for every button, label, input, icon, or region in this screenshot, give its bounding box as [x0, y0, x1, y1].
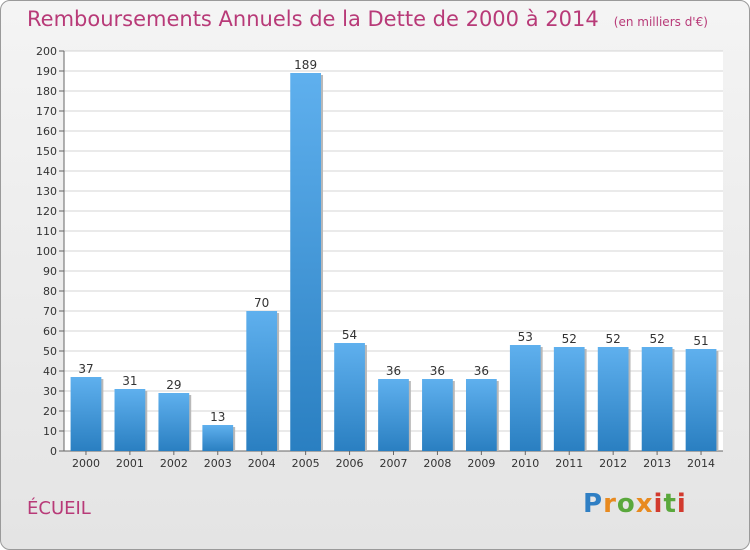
x-tick-label-2007: 2007: [380, 457, 408, 470]
data-label-2014: 51: [693, 334, 708, 348]
data-label-2002: 29: [166, 378, 181, 392]
bar-2004: [246, 311, 278, 451]
x-tick-label-2004: 2004: [248, 457, 276, 470]
data-label-2001: 31: [122, 374, 137, 388]
bar-2011: [553, 347, 585, 451]
x-tick-label-2011: 2011: [555, 457, 583, 470]
bar-2001: [114, 389, 146, 451]
commune-name: ÉCUEIL: [27, 498, 91, 519]
bar-2000: [70, 377, 102, 451]
y-tick-label: 160: [36, 125, 57, 138]
x-tick-label-2003: 2003: [204, 457, 232, 470]
bar-2014: [685, 349, 717, 451]
x-tick-label-2009: 2009: [467, 457, 495, 470]
data-label-2006: 54: [342, 328, 357, 342]
bar-2006: [334, 343, 365, 451]
x-tick-label-2012: 2012: [599, 457, 627, 470]
y-tick-label: 180: [36, 85, 57, 98]
y-tick-label: 80: [43, 285, 57, 298]
x-tick-label-2000: 2000: [72, 457, 100, 470]
proxiti-logo: Proxiti: [583, 489, 687, 519]
y-tick-label: 200: [36, 45, 57, 58]
y-tick-label: 20: [43, 405, 57, 418]
y-tick-label: 170: [36, 105, 57, 118]
y-tick-label: 90: [43, 265, 57, 278]
y-tick-label: 0: [50, 445, 57, 458]
x-tick-label-2001: 2001: [116, 457, 144, 470]
y-tick-label: 130: [36, 185, 57, 198]
bar-2008: [422, 379, 453, 451]
y-tick-label: 190: [36, 65, 57, 78]
data-label-2013: 52: [649, 332, 664, 346]
bar-2002: [158, 393, 190, 451]
x-tick-label-2002: 2002: [160, 457, 188, 470]
x-tick-label-2014: 2014: [687, 457, 715, 470]
data-label-2007: 36: [386, 364, 401, 378]
y-tick-label: 70: [43, 305, 57, 318]
x-tick-label-2005: 2005: [292, 457, 320, 470]
y-tick-label: 140: [36, 165, 57, 178]
bar-2005: [290, 73, 322, 451]
data-label-2004: 70: [254, 296, 269, 310]
y-tick-label: 120: [36, 205, 57, 218]
data-label-2000: 37: [78, 362, 93, 376]
data-label-2009: 36: [474, 364, 489, 378]
data-label-2011: 52: [562, 332, 577, 346]
y-tick-label: 10: [43, 425, 57, 438]
y-tick-label: 50: [43, 345, 57, 358]
y-tick-label: 60: [43, 325, 57, 338]
bar-2012: [597, 347, 629, 451]
y-tick-label: 150: [36, 145, 57, 158]
y-tick-label: 30: [43, 385, 57, 398]
chart-title-main: Remboursements Annuels de la Dette de 20…: [27, 7, 599, 31]
bar-2010: [509, 345, 541, 451]
chart-title: Remboursements Annuels de la Dette de 20…: [27, 7, 708, 31]
y-tick-label: 110: [36, 225, 57, 238]
x-tick-label-2006: 2006: [336, 457, 364, 470]
data-label-2008: 36: [430, 364, 445, 378]
y-tick-label: 100: [36, 245, 57, 258]
bar-2009: [465, 379, 497, 451]
x-tick-label-2008: 2008: [423, 457, 451, 470]
bar-2007: [378, 379, 409, 451]
x-tick-label-2013: 2013: [643, 457, 671, 470]
bar-2013: [641, 347, 673, 451]
data-label-2003: 13: [210, 410, 225, 424]
bar-2003: [202, 425, 234, 451]
data-label-2010: 53: [518, 330, 533, 344]
chart-title-unit: (en milliers d'€): [613, 15, 708, 29]
y-tick-label: 40: [43, 365, 57, 378]
x-tick-label-2010: 2010: [511, 457, 539, 470]
data-label-2005: 189: [294, 58, 317, 72]
data-label-2012: 52: [606, 332, 621, 346]
